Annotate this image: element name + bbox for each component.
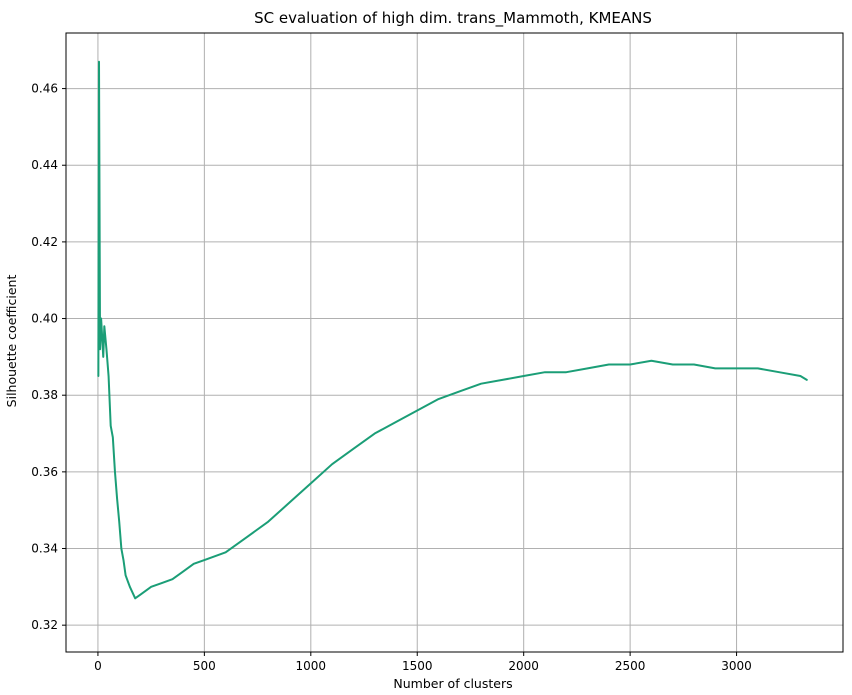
grid-lines [66, 33, 843, 652]
axis-ticks: 0 500 1000 1500 2000 2500 3000 0.32 0.34 0.36 0.38… [31, 82, 752, 673]
x-tick-label: 1500 [402, 659, 433, 673]
y-tick-label: 0.36 [31, 465, 58, 479]
plot-frame [65, 32, 844, 653]
y-tick-label: 0.40 [31, 312, 58, 326]
y-tick-label: 0.38 [31, 388, 58, 402]
x-tick-label: 0 [94, 659, 102, 673]
x-tick-label: 2500 [615, 659, 646, 673]
x-tick-label: 500 [193, 659, 216, 673]
series-line [97, 60, 808, 600]
x-axis-label: Number of clusters [393, 676, 512, 691]
y-tick-label: 0.42 [31, 235, 58, 249]
chart-title: SC evaluation of high dim. trans_Mammoth… [254, 9, 652, 28]
series-layer [97, 60, 808, 600]
y-tick-label: 0.46 [31, 82, 58, 96]
x-tick-label: 3000 [721, 659, 752, 673]
y-axis-label: Silhouette coefficient [4, 275, 19, 408]
y-tick-label: 0.34 [31, 542, 58, 556]
y-tick-label: 0.44 [31, 158, 58, 172]
x-tick-label: 1000 [296, 659, 327, 673]
y-tick-label: 0.32 [31, 618, 58, 632]
x-tick-label: 2000 [508, 659, 539, 673]
